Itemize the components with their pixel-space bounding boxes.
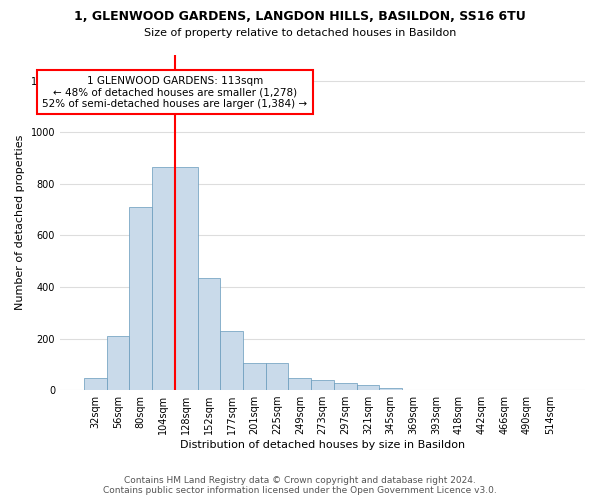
Bar: [107, 336, 130, 390]
Bar: [379, 388, 402, 390]
Bar: [311, 380, 334, 390]
Bar: [356, 385, 379, 390]
Bar: [84, 378, 107, 390]
Bar: [175, 167, 197, 390]
Bar: [197, 278, 220, 390]
Bar: [334, 383, 356, 390]
Bar: [289, 378, 311, 390]
Bar: [243, 363, 266, 390]
X-axis label: Distribution of detached houses by size in Basildon: Distribution of detached houses by size …: [180, 440, 465, 450]
Bar: [130, 207, 152, 390]
Text: Contains HM Land Registry data © Crown copyright and database right 2024.
Contai: Contains HM Land Registry data © Crown c…: [103, 476, 497, 495]
Text: Size of property relative to detached houses in Basildon: Size of property relative to detached ho…: [144, 28, 456, 38]
Bar: [266, 363, 289, 390]
Bar: [152, 167, 175, 390]
Text: 1, GLENWOOD GARDENS, LANGDON HILLS, BASILDON, SS16 6TU: 1, GLENWOOD GARDENS, LANGDON HILLS, BASI…: [74, 10, 526, 23]
Y-axis label: Number of detached properties: Number of detached properties: [15, 135, 25, 310]
Text: 1 GLENWOOD GARDENS: 113sqm
← 48% of detached houses are smaller (1,278)
52% of s: 1 GLENWOOD GARDENS: 113sqm ← 48% of deta…: [42, 76, 307, 109]
Bar: [220, 331, 243, 390]
